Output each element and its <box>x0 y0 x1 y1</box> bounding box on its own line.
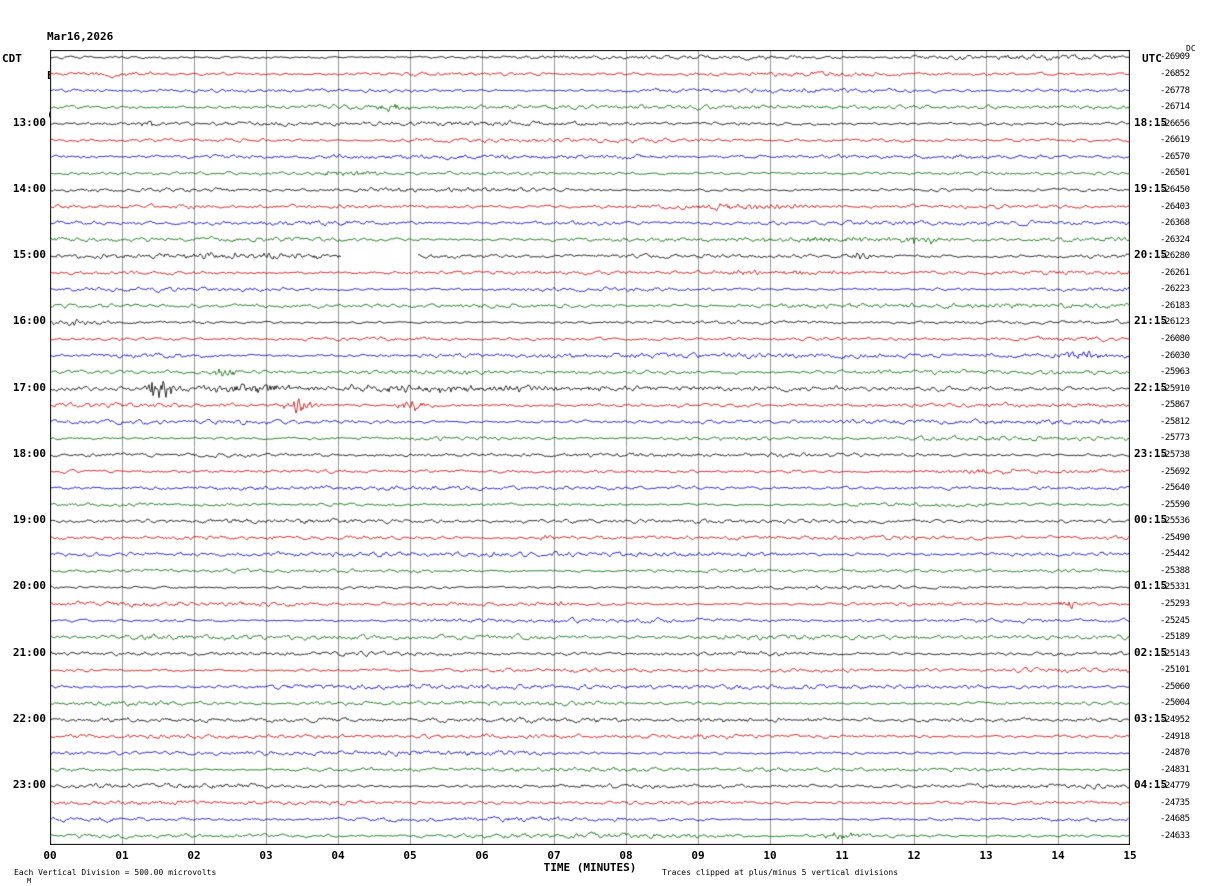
trace-offset-label: -24952 <box>1160 714 1190 725</box>
cdt-hour-label: 16:00 <box>12 314 46 328</box>
trace-offset-label: -24918 <box>1160 731 1190 742</box>
trace-offset-label: -25189 <box>1160 632 1190 643</box>
x-tick-label: 11 <box>835 849 849 862</box>
cdt-hour-label: 18:00 <box>12 446 46 460</box>
trace-offset-label: -24685 <box>1160 814 1190 825</box>
seismogram-canvas <box>50 50 1130 845</box>
cdt-hour-label: 17:00 <box>12 380 46 394</box>
trace-offset-label: -25060 <box>1160 681 1190 692</box>
cdt-hour-label: 22:00 <box>12 711 46 725</box>
utc-hour-label: 20:15 <box>1134 248 1168 262</box>
trace-offset-label: -26909 <box>1160 52 1190 63</box>
trace-offset-label: -25143 <box>1160 648 1190 659</box>
utc-hour-label: 18:15 <box>1134 115 1168 129</box>
corner-mark: M <box>27 877 32 885</box>
utc-axis-label: UTC <box>1142 52 1162 65</box>
utc-hour-label: 00:15 <box>1134 513 1168 527</box>
cdt-hour-label: 21:00 <box>12 645 46 659</box>
trace-offset-label: -25738 <box>1160 449 1190 460</box>
utc-hour-label: 02:15 <box>1134 645 1168 659</box>
trace-offset-label: -25692 <box>1160 466 1190 477</box>
trace-offset-label: -24870 <box>1160 748 1190 759</box>
trace-offset-label: -24831 <box>1160 764 1190 775</box>
x-axis-title: TIME (MINUTES) <box>543 861 637 874</box>
x-tick-label: 09 <box>691 849 705 862</box>
trace-offset-label: -25004 <box>1160 698 1190 709</box>
trace-offset-label: -26280 <box>1160 251 1190 262</box>
x-tick-label: 14 <box>1051 849 1065 862</box>
cdt-hour-label: 19:00 <box>12 513 46 527</box>
utc-hour-label: 21:15 <box>1134 314 1168 328</box>
trace-offset-label: -26501 <box>1160 168 1190 179</box>
utc-hour-label: 19:15 <box>1134 181 1168 195</box>
x-tick-label: 13 <box>979 849 993 862</box>
cdt-hour-label: 13:00 <box>12 115 46 129</box>
cdt-hour-label: 23:00 <box>12 778 46 792</box>
trace-offset-label: -25536 <box>1160 516 1190 527</box>
trace-offset-label: -25331 <box>1160 582 1190 593</box>
trace-offset-label: -25963 <box>1160 367 1190 378</box>
cdt-hour-label: 15:00 <box>12 248 46 262</box>
cdt-axis-label: CDT <box>2 52 22 65</box>
clipping-note: Traces clipped at plus/minus 5 vertical … <box>662 868 899 877</box>
trace-offset-label: -25101 <box>1160 665 1190 676</box>
trace-offset-label: -24735 <box>1160 797 1190 808</box>
x-tick-label: 08 <box>619 849 633 862</box>
trace-offset-label: -25442 <box>1160 549 1190 560</box>
trace-offset-label: -25910 <box>1160 383 1190 394</box>
trace-offset-label: -26403 <box>1160 201 1190 212</box>
trace-offset-label: -25773 <box>1160 433 1190 444</box>
dc-offset-column-label: DC <box>1186 44 1196 53</box>
x-tick-label: 03 <box>259 849 273 862</box>
x-tick-label: 01 <box>115 849 129 862</box>
trace-offset-label: -25812 <box>1160 416 1190 427</box>
utc-hour-label: 03:15 <box>1134 711 1168 725</box>
utc-hour-label: 22:15 <box>1134 380 1168 394</box>
cdt-hour-label: 20:00 <box>12 579 46 593</box>
utc-hour-label: 23:15 <box>1134 446 1168 460</box>
x-tick-label: 00 <box>43 849 57 862</box>
trace-offset-label: -26450 <box>1160 184 1190 195</box>
trace-offset-label: -25640 <box>1160 483 1190 494</box>
trace-offset-label: -24779 <box>1160 781 1190 792</box>
trace-offset-label: -25388 <box>1160 565 1190 576</box>
trace-offset-label: -26030 <box>1160 350 1190 361</box>
trace-offset-label: -26223 <box>1160 284 1190 295</box>
x-tick-label: 04 <box>331 849 345 862</box>
cdt-hour-label: 14:00 <box>12 181 46 195</box>
scale-note: Each Vertical Division = 500.00 microvol… <box>14 868 217 877</box>
utc-hour-label: 04:15 <box>1134 778 1168 792</box>
trace-offset-label: -26368 <box>1160 218 1190 229</box>
x-tick-label: 07 <box>547 849 561 862</box>
trace-offset-label: -25490 <box>1160 532 1190 543</box>
x-tick-label: 12 <box>907 849 921 862</box>
header-date: Mar16,2026 <box>47 30 114 43</box>
trace-offset-label: -25590 <box>1160 499 1190 510</box>
trace-offset-label: -26778 <box>1160 85 1190 96</box>
trace-offset-label: -25245 <box>1160 615 1190 626</box>
trace-offset-label: -26080 <box>1160 334 1190 345</box>
trace-offset-label: -26324 <box>1160 234 1190 245</box>
x-tick-label: 02 <box>187 849 201 862</box>
trace-offset-label: -26123 <box>1160 317 1190 328</box>
trace-offset-label: -26619 <box>1160 135 1190 146</box>
utc-hour-label: 01:15 <box>1134 579 1168 593</box>
x-tick-label: 05 <box>403 849 417 862</box>
trace-offset-label: -26656 <box>1160 118 1190 129</box>
trace-offset-label: -26852 <box>1160 69 1190 80</box>
x-tick-label: 06 <box>475 849 489 862</box>
x-tick-label: 15 <box>1123 849 1137 862</box>
trace-offset-label: -25867 <box>1160 400 1190 411</box>
trace-offset-label: -24633 <box>1160 830 1190 841</box>
trace-offset-label: -25293 <box>1160 599 1190 610</box>
x-tick-label: 10 <box>763 849 777 862</box>
trace-offset-label: -26714 <box>1160 102 1190 113</box>
trace-offset-label: -26261 <box>1160 267 1190 278</box>
trace-offset-label: -26570 <box>1160 151 1190 162</box>
trace-offset-label: -26183 <box>1160 300 1190 311</box>
